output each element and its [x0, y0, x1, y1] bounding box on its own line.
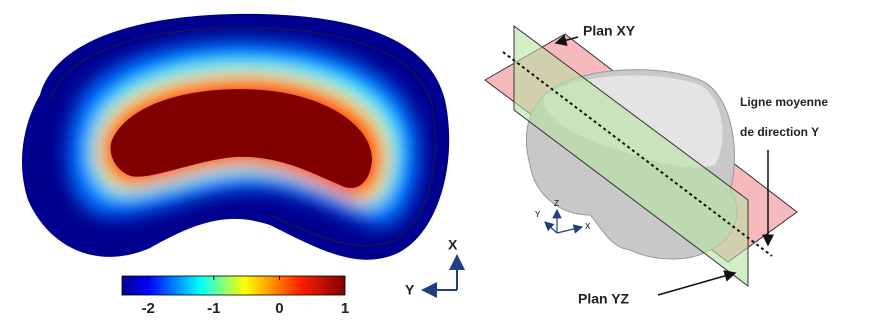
axis-label-y-3d: Y [535, 210, 541, 219]
axis-label-y: Y [405, 282, 415, 298]
colorbar-tick-label: 0 [275, 300, 283, 317]
label-plane-xy: Plan XY [583, 23, 636, 39]
axis-label-z-3d: Z [554, 199, 559, 208]
colorbar-tick-label: -1 [207, 300, 220, 317]
label-plane-yz: Plan YZ [578, 291, 630, 307]
axes-2d: X Y [405, 237, 465, 298]
axis-label-x-3d: X [585, 222, 591, 231]
colorbar-tick-label: 1 [341, 300, 349, 317]
model-3d: Plan XY Ligne moyenne de direction Y Pla… [484, 23, 828, 307]
colorbar-tick-label: -2 [142, 300, 155, 317]
label-midline-1: Ligne moyenne [740, 95, 828, 109]
colorbar-gradient [121, 275, 346, 296]
midline [502, 51, 773, 257]
plane-yz [513, 25, 749, 288]
colorbar: -2 -1 0 1 [121, 275, 349, 317]
axis-label-x: X [448, 237, 458, 253]
label-midline-2: de direction Y [740, 125, 819, 139]
heatmap [21, 13, 450, 260]
